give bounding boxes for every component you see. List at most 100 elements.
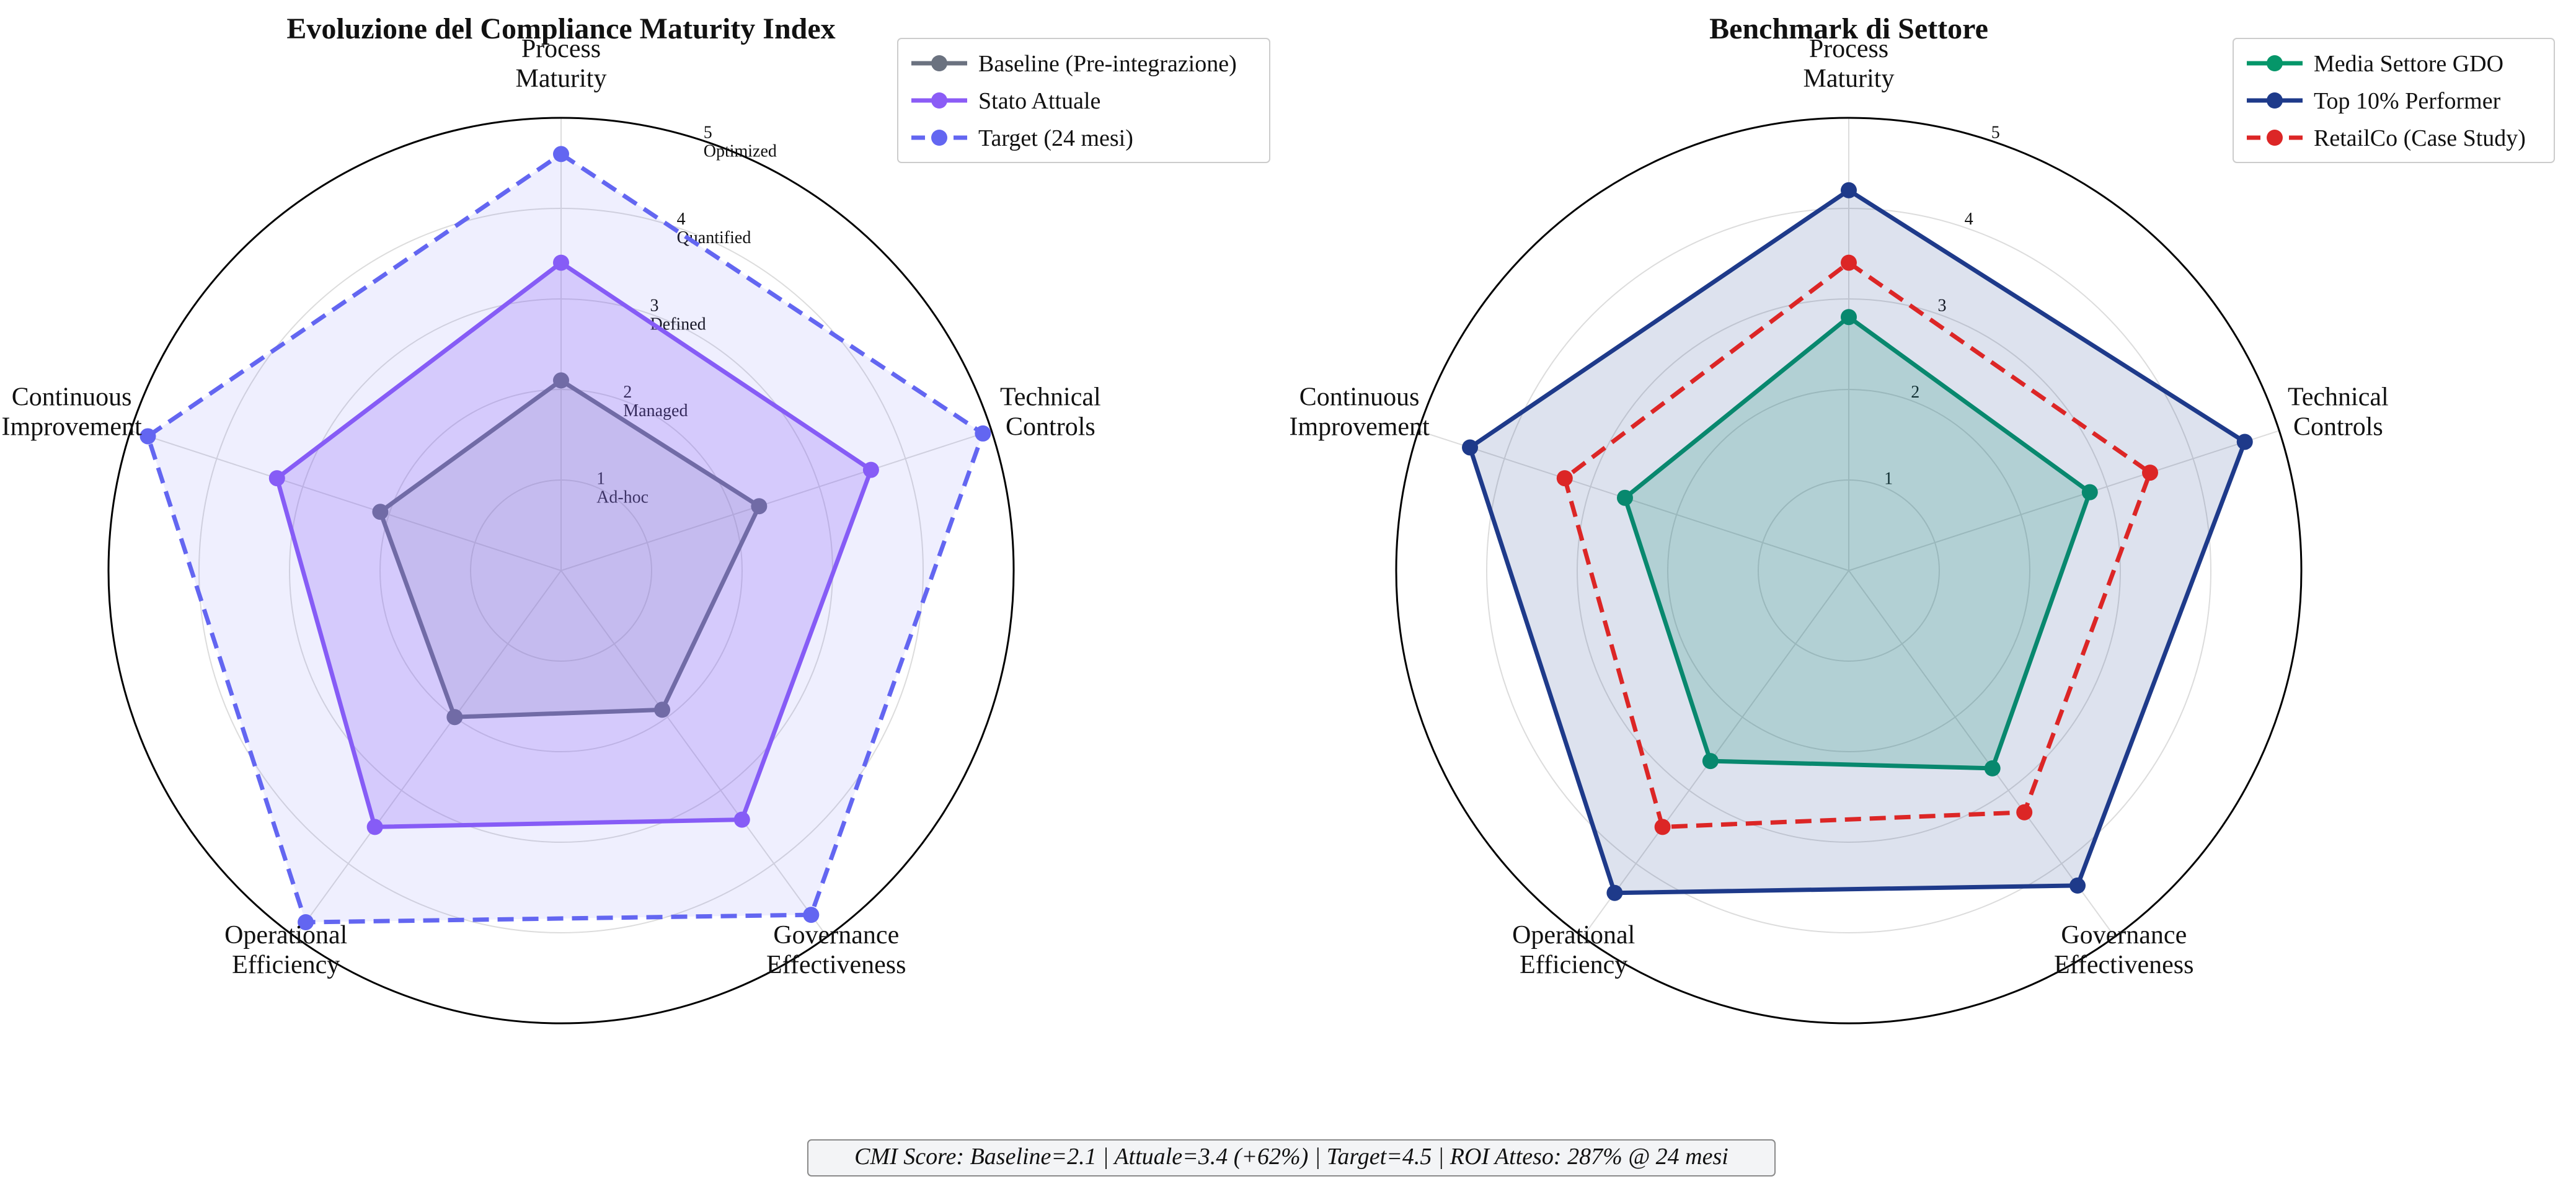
data-point [1841, 182, 1857, 198]
data-point [2081, 484, 2098, 500]
data-point [654, 701, 671, 718]
series-area [277, 262, 871, 827]
ring-label-number: 3 [1937, 296, 1946, 316]
data-point [2016, 804, 2033, 821]
legend-label: RetailCo (Case Study) [2314, 125, 2526, 151]
axis-label-line: Continuous [1299, 383, 1420, 412]
axis-label-operational-efficiency: Operational Efficiency [1512, 921, 1635, 979]
axis-label-line: Operational [224, 921, 347, 950]
axis-label-line: Governance [2061, 921, 2187, 950]
legend-swatch-marker [931, 92, 947, 109]
series-line [275, 260, 874, 829]
ring-label-level: Optimized [704, 142, 777, 161]
ring-label-number: 1 [596, 469, 605, 489]
radar-chart-benchmark: 1 2 3 4 5 Process Maturity Technical Controls Gov… [1289, 12, 2555, 1025]
data-point [298, 914, 314, 930]
data-point [1616, 489, 1633, 506]
grid-spoke-2 [1848, 430, 2280, 571]
ring-label-3: 3 [1937, 296, 1946, 316]
legend-item-top-10-performer: Top 10% Performer [2247, 88, 2501, 114]
data-point [139, 428, 156, 445]
legend-item-target-24-mesi: Target (24 mesi) [911, 125, 1133, 151]
series-line [1467, 188, 2247, 896]
data-point [1984, 760, 2001, 776]
legend: Media Settore GDO Top 10% Performer Retail… [2233, 38, 2555, 163]
ring-label-1: 1 Ad-hoc [596, 469, 648, 507]
data-point [2141, 465, 2158, 481]
axis-label-operational-efficiency: Operational Efficiency [224, 921, 347, 979]
axis-label-governance-effectiveness: Governance Effectiveness [2054, 921, 2193, 979]
axis-label-line: Technical [1000, 383, 1101, 412]
chart-title: Evoluzione del Compliance Maturity Index [286, 12, 835, 45]
axis-label-continuous-improvement: Continuous Improvement [1289, 383, 1430, 442]
legend-item-retailco-case-study: RetailCo (Case Study) [2247, 125, 2526, 151]
data-point [1702, 753, 1719, 770]
grid-spoke-4 [1582, 570, 1849, 938]
grid-spoke-5 [1418, 430, 1849, 571]
data-point [1606, 884, 1623, 901]
grid-spoke-5 [130, 430, 562, 571]
data-point [1841, 254, 1857, 271]
ring-label-number: 4 [1965, 210, 1973, 229]
ring-label-number: 5 [1991, 123, 2000, 143]
data-point [751, 498, 768, 515]
ring-label-number: 2 [623, 383, 632, 402]
ring-label-4: 4 [1965, 210, 1973, 229]
ring-label-number: 4 [677, 210, 686, 229]
ring-label-level: Ad-hoc [596, 488, 648, 507]
legend-swatch-marker [2267, 92, 2283, 109]
data-point [366, 819, 383, 835]
axis-label-line: Maturity [1804, 64, 1895, 93]
ring-label-5: 5 Optimized [704, 123, 777, 161]
legend-swatch-marker [2267, 130, 2283, 146]
series-media-settore-gdo [1616, 309, 2098, 776]
series-area [1470, 190, 2245, 893]
data-point [803, 907, 820, 923]
axis-label-technical-controls: Technical Controls [2288, 383, 2389, 442]
ring-label-number: 5 [704, 123, 712, 143]
ring-label-number: 2 [1911, 383, 1919, 402]
axis-label-line: Maturity [516, 64, 607, 93]
footer-summary-text: CMI Score: Baseline=2.1 | Attuale=3.4 (+… [854, 1144, 1728, 1170]
legend-item-stato-attuale: Stato Attuale [911, 88, 1100, 114]
axis-label-governance-effectiveness: Governance Effectiveness [766, 921, 906, 979]
data-point [372, 504, 389, 520]
data-point [1841, 309, 1857, 326]
data-point [553, 372, 569, 389]
axis-label-line: Process [521, 35, 601, 63]
data-point [1556, 470, 1573, 487]
series-line [1622, 314, 2092, 771]
series-retailco-case-study [1556, 254, 2158, 835]
legend-item-baseline-pre-integrazione: Baseline (Pre-integrazione) [911, 51, 1237, 77]
polar-frame [107, 117, 1015, 1025]
legend-swatch-marker [931, 55, 947, 71]
data-point [862, 461, 879, 478]
ring-label-5: 5 [1991, 123, 2000, 143]
ring-label-2: 2 Managed [623, 383, 688, 420]
series-area [148, 154, 983, 922]
legend-label: Media Settore GDO [2314, 51, 2503, 77]
axis-label-line: Efficiency [1520, 951, 1627, 979]
axis-label-line: Continuous [12, 383, 132, 412]
axis-label-line: Effectiveness [766, 951, 906, 979]
legend-label: Stato Attuale [978, 88, 1100, 114]
data-point [2236, 434, 2253, 450]
data-point [1462, 439, 1479, 456]
series-line [378, 378, 761, 719]
axis-label-continuous-improvement: Continuous Improvement [1, 383, 142, 442]
series-line [1562, 260, 2153, 829]
data-point [553, 254, 569, 271]
series-baseline-pre-integrazione [372, 372, 768, 726]
ring-label-number: 1 [1884, 469, 1893, 489]
data-point [2069, 877, 2086, 894]
ring-label-level: Managed [623, 401, 688, 420]
data-point [733, 811, 750, 828]
legend: Baseline (Pre-integrazione) Stato Attuale… [897, 38, 1270, 163]
axis-label-line: Process [1809, 35, 1888, 63]
grid-spoke-3 [560, 570, 828, 938]
footer-box [807, 1139, 1776, 1176]
ring-label-1: 1 [1884, 469, 1893, 489]
axis-label-line: Improvement [1289, 413, 1430, 442]
axis-label-line: Controls [2293, 413, 2383, 442]
